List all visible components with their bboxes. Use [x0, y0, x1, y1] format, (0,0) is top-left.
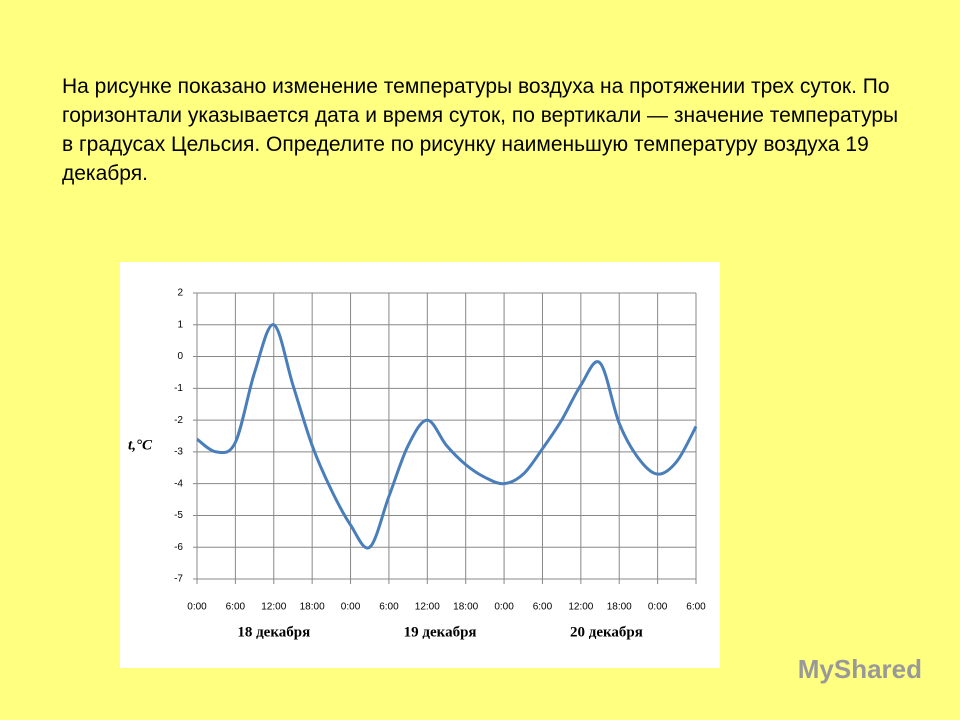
x-tick-label: 12:00	[261, 602, 286, 613]
watermark: MyShared	[797, 654, 922, 684]
y-tick-label: -5	[174, 510, 183, 521]
y-tick-label: -4	[174, 478, 183, 489]
x-tick-label: 12:00	[415, 602, 440, 613]
y-tick-label: -3	[174, 447, 183, 458]
x-tick-label: 6:00	[379, 602, 399, 613]
y-tick-label: 1	[177, 319, 183, 330]
x-tick-label: 18:00	[453, 602, 478, 613]
y-tick-label: 0	[177, 351, 183, 362]
y-tick-label: -1	[174, 383, 183, 394]
day-label: 19 декабря	[404, 624, 477, 640]
x-tick-label: 0:00	[494, 602, 514, 613]
x-tick-label: 18:00	[300, 602, 325, 613]
y-tick-label: 2	[177, 288, 183, 299]
x-tick-label: 0:00	[341, 602, 361, 613]
day-label: 18 декабря	[237, 624, 310, 640]
y-tick-label: -6	[174, 542, 183, 553]
x-tick-label: 6:00	[686, 602, 706, 613]
temperature-line	[196, 323, 698, 550]
x-tick-label: 0:00	[648, 602, 668, 613]
x-tick-label: 6:00	[226, 602, 246, 613]
task-text: На рисунке показано изменение температур…	[62, 75, 899, 185]
y-tick-label: -7	[174, 574, 183, 585]
y-tick-label: -2	[174, 415, 183, 426]
day-label: 20 декабря	[570, 624, 643, 640]
x-tick-label: 0:00	[187, 602, 207, 613]
y-axis-label: t,°C	[128, 437, 153, 453]
x-tick-label: 18:00	[607, 602, 632, 613]
x-tick-label: 12:00	[568, 602, 593, 613]
chart-area	[120, 262, 720, 668]
x-tick-label: 6:00	[533, 602, 553, 613]
